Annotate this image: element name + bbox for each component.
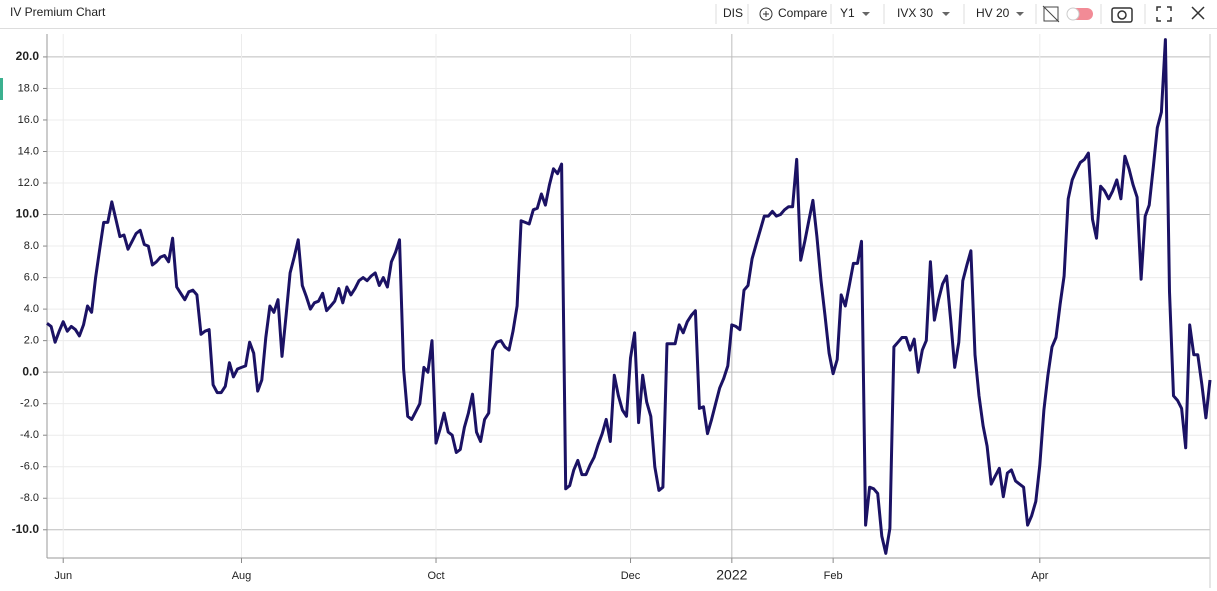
x-tick-label: Feb xyxy=(824,570,843,582)
x-tick-label: Dec xyxy=(621,570,641,582)
compare-icon[interactable] xyxy=(759,7,773,21)
sync-icon[interactable] xyxy=(1042,5,1060,23)
x-tick-label: Jun xyxy=(54,570,72,582)
dropdown-arrow xyxy=(862,12,870,16)
y-tick-label: 18.0 xyxy=(18,82,39,94)
dropdown-arrow xyxy=(942,12,950,16)
y-tick-label: -4.0 xyxy=(20,429,39,441)
y-tick-label: 14.0 xyxy=(18,145,39,157)
y-tick-label: 4.0 xyxy=(24,303,39,315)
toolbar xyxy=(0,0,1217,28)
y-tick-label: -10.0 xyxy=(12,522,40,536)
x-tick-label: Aug xyxy=(232,570,252,582)
y-tick-label: -2.0 xyxy=(20,398,39,410)
y-tick-label: 8.0 xyxy=(24,240,39,252)
fullscreen-icon[interactable] xyxy=(1156,6,1172,22)
y-tick-label: 16.0 xyxy=(18,114,39,126)
data-line xyxy=(46,38,1212,555)
iv-select[interactable]: IVX 30 xyxy=(897,6,933,20)
y-tick-label: -8.0 xyxy=(20,492,39,504)
x-tick-label: Oct xyxy=(427,570,444,582)
y-tick-label: 12.0 xyxy=(18,177,39,189)
toggle[interactable] xyxy=(1066,7,1093,21)
plot-area: -10.0 -8.0 -6.0 -4.0 -2.0 0.0 2.0 4.0 6.0 8.0 10.0… xyxy=(12,34,1212,588)
y-tick-label: 0.0 xyxy=(22,364,39,378)
symbol[interactable]: DIS xyxy=(723,6,743,20)
close-icon[interactable] xyxy=(1191,6,1205,20)
period[interactable]: Y1 xyxy=(840,6,855,20)
dropdown-arrow xyxy=(1016,12,1024,16)
y-tick-label: -6.0 xyxy=(20,461,39,473)
plot-background xyxy=(47,34,1210,558)
y-tick-label: 10.0 xyxy=(16,207,40,221)
x-tick-label: Apr xyxy=(1031,570,1048,582)
y-tick-label: 2.0 xyxy=(24,335,39,347)
x-tick-label: 2022 xyxy=(716,567,747,583)
hv-select[interactable]: HV 20 xyxy=(976,6,1010,20)
y-tick-label: 6.0 xyxy=(24,271,39,283)
y-tick-label: 20.0 xyxy=(16,49,40,63)
compare[interactable]: Compare xyxy=(778,6,828,20)
chart-title: IV Premium Chart xyxy=(10,5,106,19)
side-marker xyxy=(0,78,3,100)
camera-icon[interactable] xyxy=(1111,7,1133,23)
